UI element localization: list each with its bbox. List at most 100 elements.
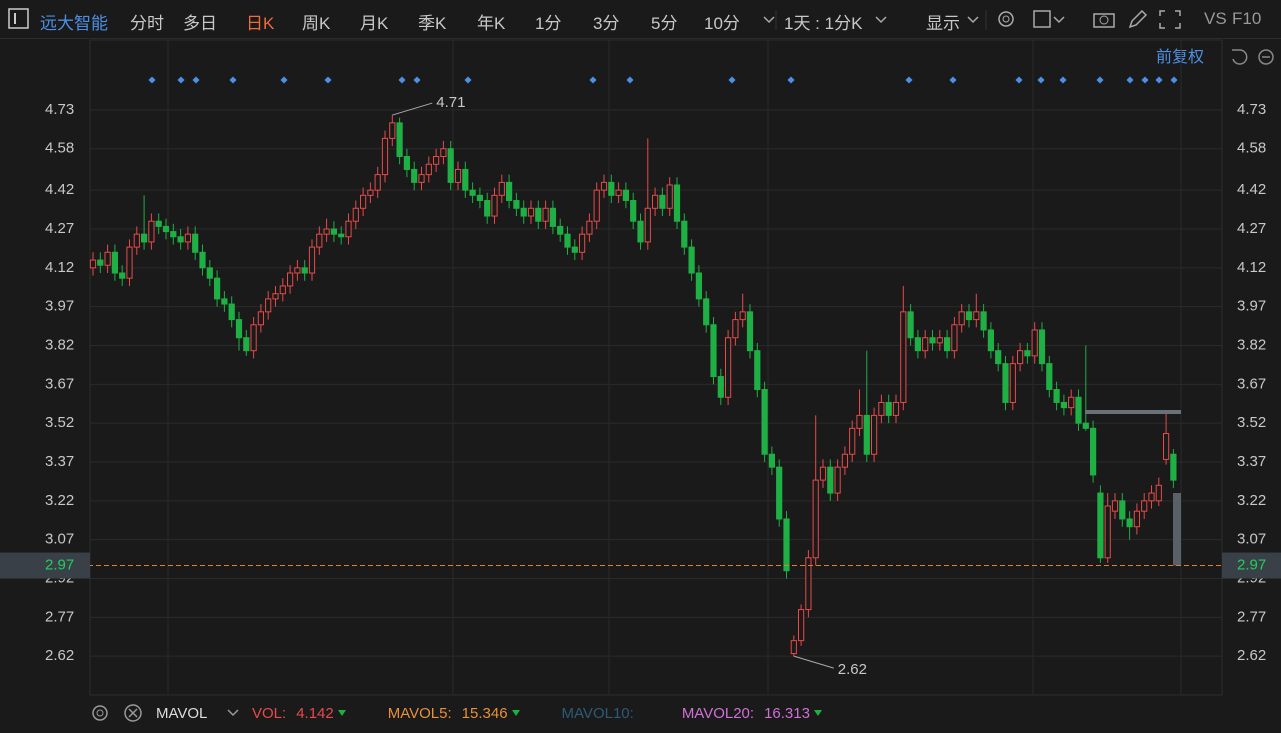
candle-body [360,194,367,209]
candle-body [141,233,148,243]
y-tick-label-right: 4.27 [1237,220,1266,237]
candle-body [89,259,97,269]
candle-body [878,401,885,416]
candle-body [965,311,973,321]
candle-body [250,324,257,352]
y-tick-label-right: 2.77 [1237,608,1266,625]
candle-body [790,640,797,655]
candle-body [995,350,1002,365]
candle-body [513,200,520,209]
candle-body [440,148,447,158]
candle-body [316,233,323,248]
candle-body [659,194,666,209]
candle-body [951,324,958,352]
candle-body [308,246,316,274]
candle-body [1002,363,1009,403]
candle-body [104,251,111,266]
candle-body [673,184,681,222]
indicator-label: MAVOL10: [561,705,634,722]
tab[interactable]: 1分 [535,14,562,33]
candle-body [1163,433,1170,460]
vs[interactable]: VS [1204,9,1227,28]
candle-body [644,207,651,243]
candle-body [1097,492,1104,559]
candle-body [929,337,936,344]
display[interactable]: 显示 [926,14,960,33]
candle-body [1090,427,1097,476]
event-marker [1155,76,1163,84]
event-marker [398,76,406,84]
tab[interactable]: 分时 [130,14,164,33]
indicator-name[interactable]: MAVOL [156,705,208,722]
candle-body [1104,505,1111,559]
candle-body [1060,401,1068,409]
reset-icon[interactable] [1232,49,1248,65]
tab[interactable]: 3分 [593,14,620,33]
y-tick-label-right: 3.37 [1237,453,1266,470]
candle-body [148,220,155,243]
candle-body [695,272,702,300]
tab[interactable]: 月K [360,14,389,33]
candle-body [301,267,308,274]
tab[interactable]: 周K [302,14,331,33]
candle-body [1141,500,1148,512]
candle-body [557,225,564,235]
candle-body [761,389,768,455]
zoom-out-icon[interactable] [1258,49,1274,65]
y-tick-label: 3.22 [45,492,74,509]
candle-body [1024,350,1031,357]
candle-body [506,181,513,202]
y-tick-label-right: 3.67 [1237,375,1266,392]
tab[interactable]: 日K [246,14,275,33]
candle-body [235,319,243,339]
y-tick-label: 2.77 [45,608,74,625]
menu-icon[interactable] [8,8,30,30]
event-marker [413,76,421,84]
candle-body [615,189,622,196]
candle-body [841,453,848,468]
period[interactable]: 1天 : 1分K [784,14,863,33]
stock-name[interactable]: 远大智能 [40,14,108,33]
candle-body [871,414,878,455]
candle-body [184,233,192,243]
y-tick-label: 3.37 [45,453,74,470]
event-marker [177,76,185,84]
candle-body [944,337,951,352]
candle-body [819,466,827,481]
indicator-label: MAVOL20: [681,705,755,722]
f10[interactable]: F10 [1232,9,1262,28]
candle-body [1119,500,1126,520]
candle-body [973,311,980,321]
event-marker [626,76,634,84]
tab[interactable]: 10分 [704,14,740,33]
candle-body [491,194,498,217]
candle-body [1155,484,1162,502]
candle-body [520,207,527,217]
candle-body [374,174,381,191]
tab[interactable]: 多日 [183,14,217,33]
candle-body [462,168,469,191]
candle-body [199,251,206,269]
candle-body [119,272,126,279]
tab[interactable]: 5分 [651,14,678,33]
candle-body [345,220,352,238]
tab[interactable]: 季K [418,14,447,33]
event-marker [1141,76,1149,84]
event-marker [905,76,913,84]
candle-body [863,414,870,455]
tab[interactable]: 年K [477,14,506,33]
candle-body [447,148,454,183]
candle-body [97,259,104,266]
indicator-value: 16.313 [764,705,810,722]
candle-body [666,184,673,209]
trend-arrow [337,710,346,716]
candle-body [732,319,739,339]
indicator-label: MAVOL5: [387,705,452,722]
adjust[interactable]: 前复权 [1156,48,1204,66]
range-bar [1173,493,1181,566]
event-marker [192,76,200,84]
candle-body [367,189,374,196]
candle-body [192,233,199,253]
candle-body [214,277,221,300]
candle-body [936,337,943,344]
